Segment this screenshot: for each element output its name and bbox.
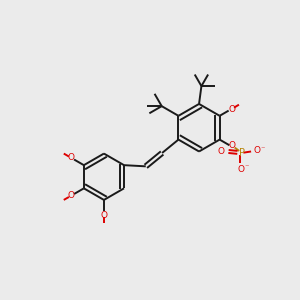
Text: O: O bbox=[238, 165, 245, 174]
Text: O: O bbox=[254, 146, 260, 155]
Text: O: O bbox=[100, 211, 107, 220]
Text: O: O bbox=[67, 191, 74, 200]
Text: O: O bbox=[229, 141, 236, 150]
Text: O: O bbox=[229, 105, 236, 114]
Text: ⁻: ⁻ bbox=[260, 144, 265, 153]
Text: P: P bbox=[238, 148, 244, 158]
Text: O: O bbox=[218, 147, 225, 156]
Text: O: O bbox=[67, 153, 74, 162]
Text: ⁻: ⁻ bbox=[244, 163, 249, 172]
